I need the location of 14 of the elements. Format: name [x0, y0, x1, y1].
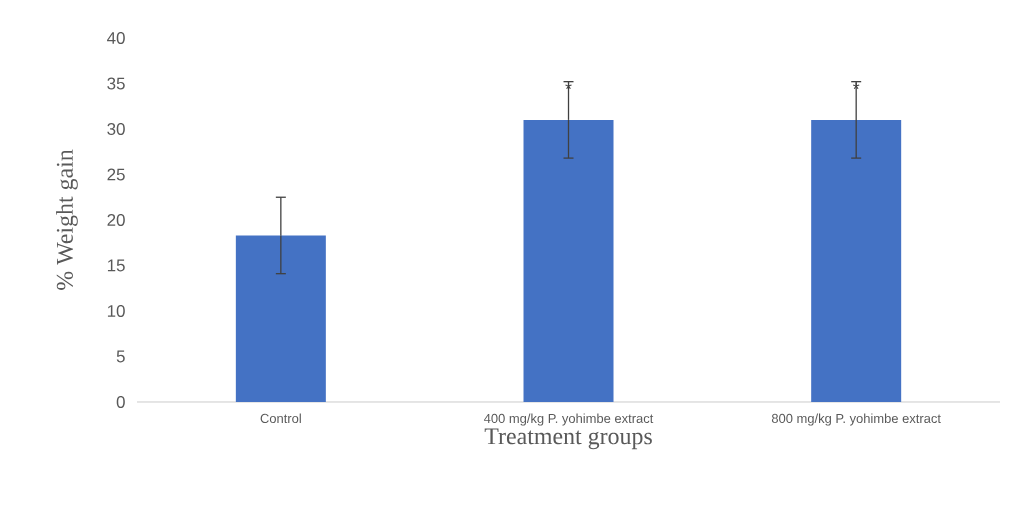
- y-axis-title: % Weight gain: [56, 149, 78, 290]
- x-tick-label: Control: [260, 413, 301, 424]
- y-tick-label: 5: [116, 350, 125, 363]
- y-tick-label: 25: [107, 168, 125, 181]
- y-tick-label: 15: [107, 259, 125, 272]
- y-tick-label: 30: [107, 122, 125, 135]
- x-tick-label: 400 mg/kg P. yohimbe extract: [483, 413, 654, 426]
- y-tick-label: 20: [107, 213, 125, 226]
- x-tick-label: 800 mg/kg P. yohimbe extract: [771, 413, 941, 426]
- y-tick-label: 0: [116, 395, 125, 408]
- y-tick-label: 10: [107, 304, 125, 317]
- y-tick-label: 35: [107, 77, 125, 90]
- x-axis-title: Treatment groups: [484, 428, 652, 450]
- y-tick-label: 40: [107, 31, 125, 44]
